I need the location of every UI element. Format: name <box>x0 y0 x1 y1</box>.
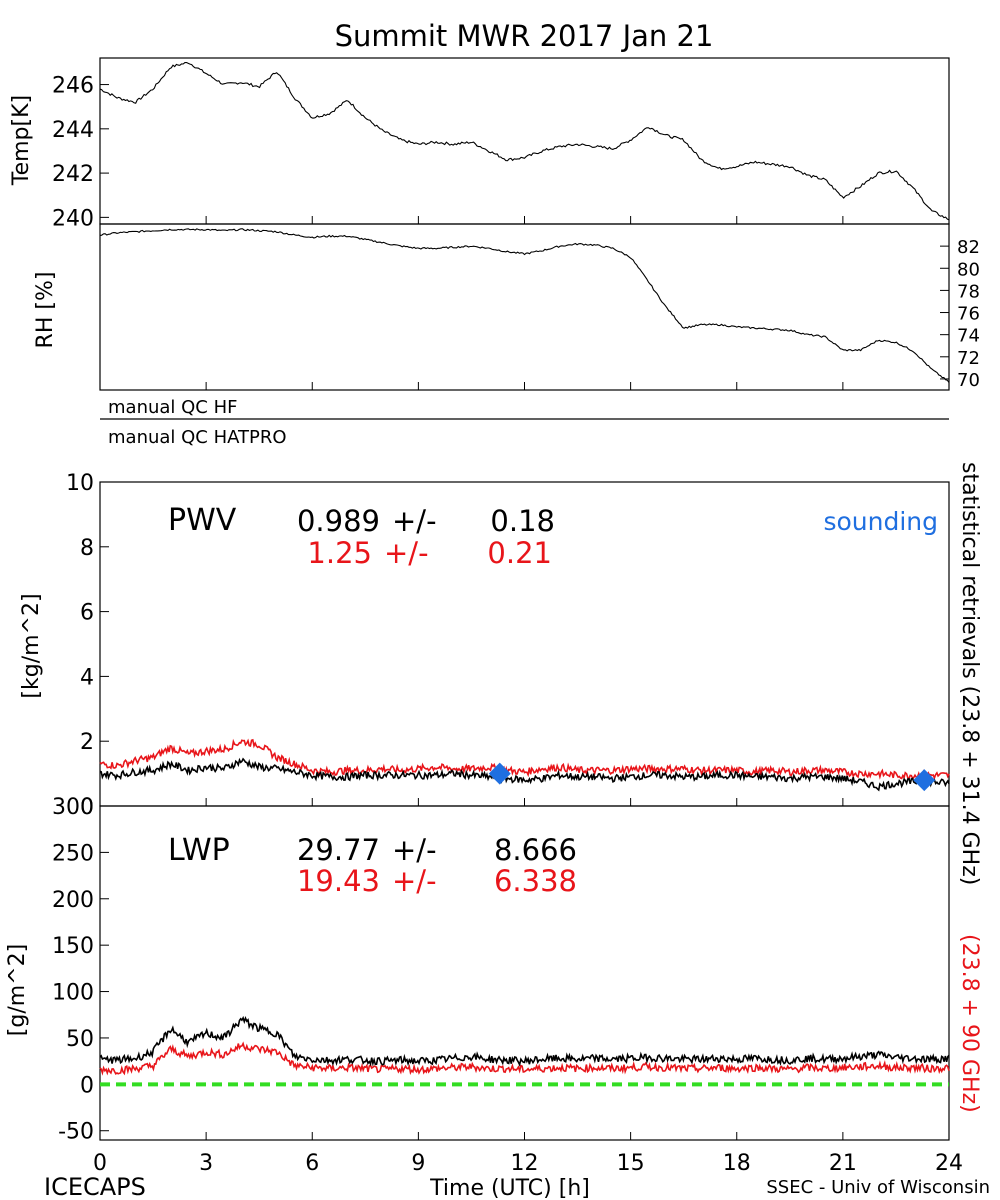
lwp-black-std: 8.666 <box>494 833 577 867</box>
pwv-black-mean: 0.989 <box>297 504 380 538</box>
xtick-label-7: 21 <box>829 1151 857 1176</box>
ytick-label-temperature-2: 244 <box>52 118 94 143</box>
xtick-label-2: 6 <box>305 1151 319 1176</box>
sounding-point-1 <box>913 769 936 792</box>
lwp-red-pm: +/- <box>392 864 437 898</box>
ytick-label-precipitable-water-vapor-2: 4 <box>80 665 94 690</box>
ytick-label-temperature-3: 246 <box>52 74 94 99</box>
ytick-label-liquid-water-path-4: 150 <box>52 934 94 959</box>
qc-hatpro-label: manual QC HATPRO <box>108 427 287 448</box>
ytick-label-liquid-water-path-3: 100 <box>52 981 94 1006</box>
chart-title: Summit MWR 2017 Jan 21 <box>335 19 714 53</box>
ytick-label-temperature-0: 240 <box>52 206 94 231</box>
x-axis-label: Time (UTC) [h] <box>429 1176 590 1200</box>
ytick-label-relative-humidity-5: 80 <box>957 259 980 280</box>
ytick-label-liquid-water-path-6: 250 <box>52 841 94 866</box>
ytick-label-temperature-1: 242 <box>52 162 94 187</box>
sounding-point-0 <box>488 762 511 785</box>
lwp-red-std: 6.338 <box>494 864 577 898</box>
rh-ylabel: RH [%] <box>33 272 58 349</box>
pwv-red-pm: +/- <box>384 536 429 570</box>
xtick-label-6: 18 <box>723 1151 751 1176</box>
ytick-label-relative-humidity-4: 78 <box>957 281 980 302</box>
xtick-label-0: 0 <box>93 1151 107 1176</box>
ytick-label-precipitable-water-vapor-1: 2 <box>80 730 94 755</box>
pwv-stats: 0.989 +/- 0.18 1.25 +/- 0.21 <box>297 504 555 570</box>
liquid-water-path-series-0 <box>99 1015 950 1067</box>
xtick-label-3: 9 <box>411 1151 425 1176</box>
pwv-panel-label: PWV <box>168 503 237 538</box>
right-label-black: statistical retrievals (23.8 + 31.4 GHz) <box>957 462 982 885</box>
ytick-label-liquid-water-path-5: 200 <box>52 888 94 913</box>
lwp-black-mean: 29.77 <box>297 833 380 867</box>
lwp-panel-label: LWP <box>168 833 230 868</box>
precipitable-water-vapor-series-0 <box>99 757 950 792</box>
pwv-red-std: 0.21 <box>487 536 552 570</box>
relative-humidity-series <box>99 228 950 383</box>
pwv-black-std: 0.18 <box>490 504 555 538</box>
ytick-label-precipitable-water-vapor-4: 8 <box>80 536 94 561</box>
liquid-water-path-series-1 <box>99 1041 950 1076</box>
xtick-label-5: 15 <box>617 1151 645 1176</box>
temperature-ylabel: Temp[K] <box>9 95 34 186</box>
ytick-label-relative-humidity-1: 72 <box>957 348 980 369</box>
lwp-red-mean: 19.43 <box>297 864 380 898</box>
ytick-label-precipitable-water-vapor-3: 6 <box>80 601 94 626</box>
ytick-label-liquid-water-path-0: -50 <box>58 1120 94 1145</box>
ytick-label-liquid-water-path-1: 0 <box>80 1073 94 1098</box>
ytick-label-relative-humidity-2: 74 <box>957 326 980 347</box>
ytick-label-precipitable-water-vapor-5: 10 <box>66 471 94 496</box>
xtick-label-1: 3 <box>199 1151 213 1176</box>
ytick-label-relative-humidity-3: 76 <box>957 304 980 325</box>
pwv-red-mean: 1.25 <box>307 536 372 570</box>
qc-hf-label: manual QC HF <box>108 397 237 418</box>
rh-panel-frame <box>99 223 950 391</box>
axis-ticks: 240242244246707274767880820246810-500501… <box>52 74 980 1176</box>
lwp-stats: 29.77 +/- 8.666 19.43 +/- 6.338 <box>297 833 577 898</box>
xtick-label-4: 12 <box>511 1151 539 1176</box>
ytick-label-liquid-water-path-7: 300 <box>52 795 94 820</box>
lwp-ylabel: [g/m^2] <box>5 944 30 1036</box>
precipitable-water-vapor-series-1 <box>99 738 950 781</box>
pwv-ylabel: [kg/m^2] <box>19 593 44 698</box>
right-label-red: (23.8 + 90 GHz) <box>957 934 982 1113</box>
footer-left: ICECAPS <box>44 1173 146 1200</box>
lwp-black-pm: +/- <box>392 833 437 867</box>
pwv-black-pm: +/- <box>392 504 437 538</box>
footer-right: SSEC - Univ of Wisconsin <box>766 1177 990 1198</box>
sounding-legend: sounding <box>823 507 938 536</box>
ytick-label-relative-humidity-0: 70 <box>957 370 980 391</box>
ytick-label-liquid-water-path-2: 50 <box>66 1027 94 1052</box>
xtick-label-8: 24 <box>935 1151 963 1176</box>
ytick-label-precipitable-water-vapor-0: 0 <box>80 795 94 820</box>
ytick-label-relative-humidity-6: 82 <box>957 237 980 258</box>
temperature-series <box>99 61 950 221</box>
data-series <box>99 61 950 1087</box>
